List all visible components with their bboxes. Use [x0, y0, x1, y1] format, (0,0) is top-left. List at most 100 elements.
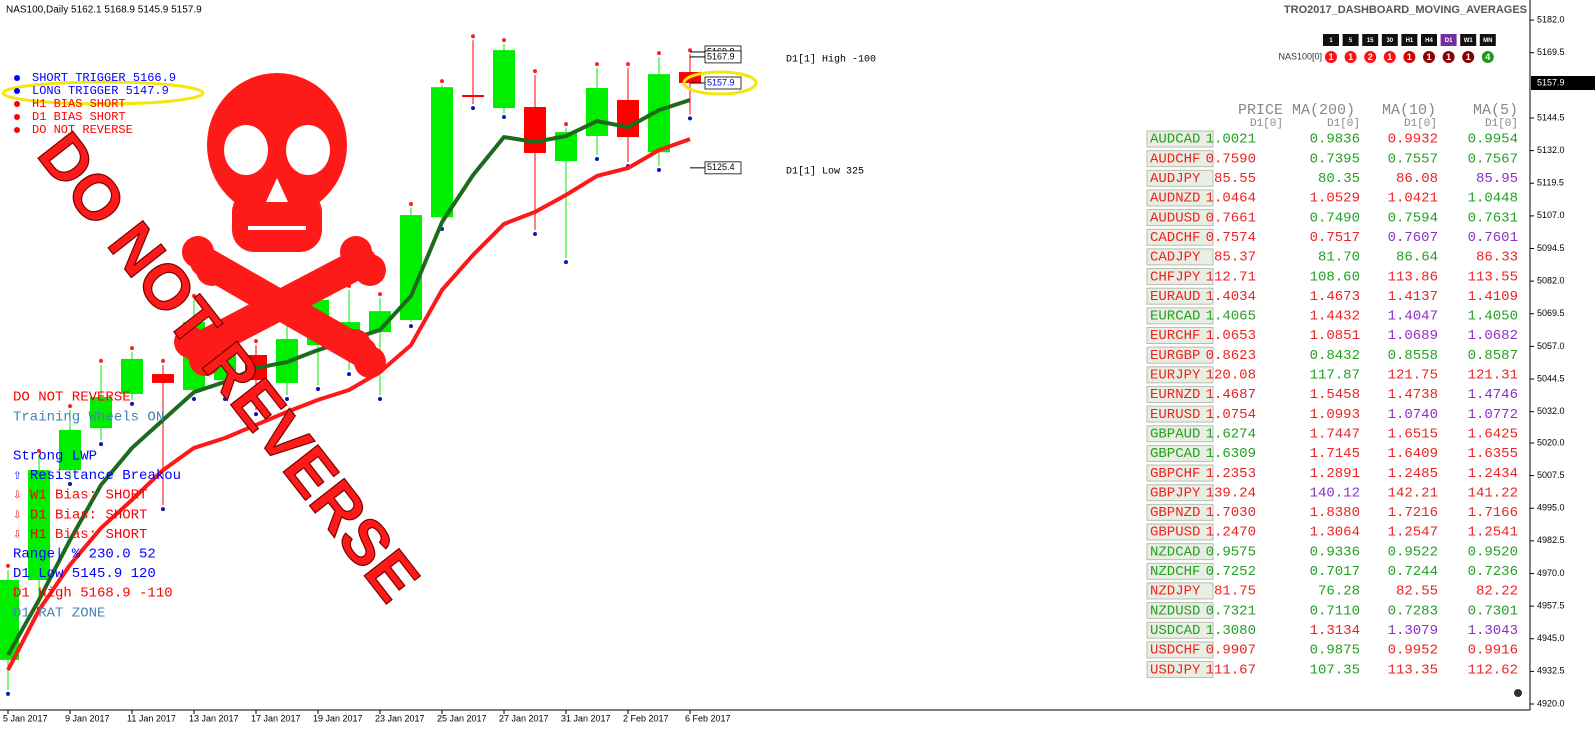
table-value: 113.35	[1388, 662, 1438, 678]
table-value: 0.8432	[1310, 348, 1360, 364]
pair-cell[interactable]	[1146, 327, 1214, 344]
pair-cell[interactable]	[1146, 189, 1214, 207]
pair-cell[interactable]	[1146, 503, 1214, 521]
pair-cell[interactable]	[1146, 621, 1214, 639]
high-marker	[161, 358, 165, 363]
table-value: 1.0772	[1468, 407, 1518, 423]
table-value: 1.0529	[1310, 191, 1360, 207]
pair-label: EURCAD	[1150, 309, 1200, 325]
pair-cell[interactable]	[1146, 268, 1214, 286]
y-tick-label: 5132.0	[1537, 145, 1565, 155]
high-note: D1[1] High -100	[786, 54, 876, 66]
info-line: ⇩ H1 Bias: SHORT	[13, 527, 147, 543]
low-marker	[564, 260, 568, 265]
table-value: 1.4065	[1206, 309, 1256, 325]
pair-cell[interactable]	[1146, 248, 1214, 266]
table-value: 0.7607	[1388, 230, 1438, 246]
table-value: 1.0993	[1310, 407, 1360, 423]
high-marker	[657, 51, 661, 56]
pair-cell[interactable]	[1146, 543, 1214, 561]
table-value: 1.0740	[1388, 407, 1438, 423]
high-marker	[533, 69, 537, 74]
pair-cell[interactable]	[1146, 366, 1214, 384]
y-tick-label: 5007.5	[1537, 470, 1565, 480]
low-marker	[99, 442, 103, 447]
timeframe-button[interactable]	[1401, 34, 1418, 46]
table-value: 82.55	[1396, 584, 1438, 600]
low-marker	[254, 412, 258, 417]
high-marker	[440, 79, 444, 84]
table-value: 0.9916	[1468, 643, 1518, 659]
y-tick-label: 4995.0	[1537, 503, 1565, 513]
table-value: 1.3043	[1468, 623, 1518, 639]
skull-head	[207, 73, 347, 217]
legend-item: SHORT TRIGGER 5166.9	[32, 71, 176, 85]
x-tick-label: 31 Jan 2017	[561, 713, 611, 723]
table-value: 1.6309	[1206, 446, 1256, 462]
table-value: 1.7030	[1206, 505, 1256, 521]
table-subheader: D1[0]	[1250, 118, 1283, 130]
table-value: 1.4050	[1468, 309, 1518, 325]
pair-cell[interactable]	[1146, 641, 1214, 659]
table-value: 113.86	[1388, 269, 1438, 285]
timeframe-button[interactable]	[1362, 34, 1379, 46]
timeframe-button[interactable]	[1479, 34, 1496, 46]
pair-cell[interactable]	[1146, 661, 1214, 679]
table-value: 85.95	[1476, 171, 1518, 187]
table-value: 0.7301	[1468, 603, 1518, 619]
table-value: 0.7661	[1206, 210, 1256, 226]
info-line: Range| % 230.0 52	[13, 547, 156, 563]
info-line: ⇩ W1 Bias: SHORT	[13, 488, 147, 504]
table-value: 1.2541	[1468, 525, 1518, 541]
y-tick-label: 5069.5	[1537, 308, 1565, 318]
timeframe-button[interactable]	[1381, 34, 1398, 46]
timeframe-button[interactable]	[1460, 34, 1477, 46]
pair-cell[interactable]	[1146, 307, 1214, 325]
candle-body	[586, 87, 608, 136]
pair-cell[interactable]	[1146, 209, 1214, 227]
low-marker	[595, 157, 599, 162]
table-value: 1.2353	[1206, 466, 1256, 482]
candle-body	[28, 470, 50, 581]
pair-cell[interactable]	[1146, 425, 1214, 443]
y-tick-label: 5057.0	[1537, 341, 1565, 351]
skull-eye	[286, 125, 330, 175]
timeframe-button[interactable]	[1421, 34, 1437, 46]
table-value: 81.75	[1214, 584, 1256, 600]
pair-cell[interactable]	[1146, 346, 1214, 364]
timeframe-button[interactable]	[1342, 34, 1359, 46]
table-value: 1.7166	[1468, 505, 1518, 521]
low-marker	[223, 396, 227, 401]
signal-value: 1	[1348, 52, 1353, 62]
pair-cell[interactable]	[1146, 562, 1214, 580]
pair-cell[interactable]	[1146, 444, 1214, 462]
candle-body	[555, 132, 577, 162]
table-value: 107.35	[1310, 662, 1360, 678]
table-value: 0.9954	[1468, 132, 1518, 148]
pair-cell[interactable]	[1146, 484, 1214, 502]
pair-label: EURGBP	[1150, 348, 1200, 364]
x-tick-label: 6 Feb 2017	[685, 713, 731, 723]
timeframe-button[interactable]	[1440, 34, 1457, 46]
pair-cell[interactable]	[1146, 385, 1214, 403]
pair-cell[interactable]	[1146, 287, 1214, 305]
y-tick-label: 4920.0	[1537, 698, 1565, 708]
pair-cell[interactable]	[1146, 150, 1214, 168]
table-value: 1.4034	[1206, 289, 1256, 305]
pair-cell[interactable]	[1146, 228, 1214, 246]
table-value: 0.7283	[1388, 603, 1438, 619]
pair-cell[interactable]	[1146, 405, 1214, 423]
table-value: 0.8558	[1388, 348, 1438, 364]
table-value: 111.67	[1206, 662, 1256, 678]
signal	[1344, 51, 1357, 63]
timeframe-label: W1	[1464, 38, 1474, 44]
pair-cell[interactable]	[1146, 130, 1214, 148]
high-marker	[471, 34, 475, 39]
pair-cell[interactable]	[1146, 169, 1214, 187]
pair-cell[interactable]	[1146, 523, 1214, 541]
pair-cell[interactable]	[1146, 464, 1214, 482]
pair-cell[interactable]	[1146, 582, 1214, 600]
timeframe-button[interactable]	[1323, 34, 1339, 46]
pair-cell[interactable]	[1146, 602, 1214, 620]
